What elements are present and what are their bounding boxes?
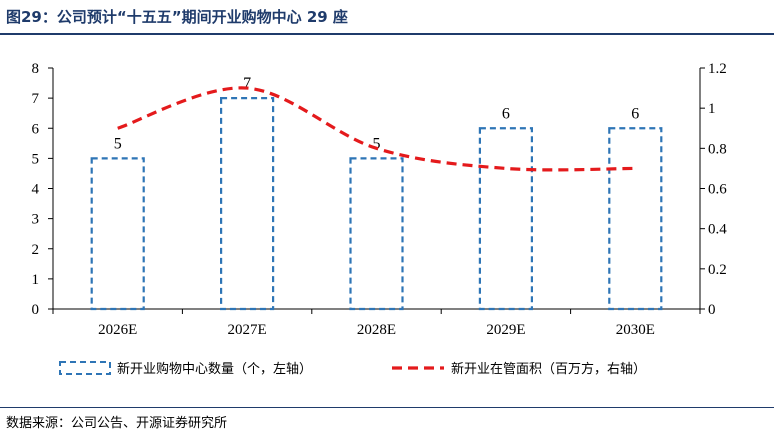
y-right-tick-label: 0.4: [708, 222, 727, 238]
bar-data-label: 5: [114, 135, 122, 152]
y-right-tick-label: 0.6: [708, 182, 727, 198]
figure-title: 图29：公司预计“十五五”期间开业购物中心 29 座: [6, 8, 348, 26]
y-right-tick-label: 1: [708, 101, 716, 117]
legend-line-label: 新开业在管面积（百万方，右轴）: [451, 361, 646, 377]
x-tick-label: 2028E: [357, 322, 396, 338]
chart-legend: 新开业购物中心数量（个，左轴） 新开业在管面积（百万方，右轴）: [59, 361, 646, 377]
chart-axes: 0 1 2 3 4 5 6 7 8 0 0.2 0.4 0.6 0.8 1 1.2 2026E 2027E 2028…: [32, 61, 728, 338]
title-divider: [0, 33, 774, 35]
y-left-tick-label: 1: [32, 272, 40, 288]
x-tick-label: 2030E: [616, 322, 655, 338]
bar-data-label: 6: [631, 105, 639, 122]
bar: [478, 127, 533, 311]
bar-data-label: 5: [373, 135, 381, 152]
y-right-tick-label: 0: [708, 302, 716, 318]
y-left-tick-label: 8: [32, 61, 40, 77]
bar: [349, 157, 404, 311]
x-tick-label: 2026E: [98, 322, 137, 338]
y-right-tick-label: 0.8: [708, 141, 727, 157]
bar: [90, 157, 145, 311]
y-left-tick-label: 7: [32, 91, 40, 107]
line-series: [117, 86, 636, 172]
combo-chart: 0 1 2 3 4 5 6 7 8 0 0.2 0.4 0.6 0.8 1 1.2 2026E 2027E 2028…: [32, 61, 728, 377]
y-left-tick-label: 5: [32, 151, 40, 167]
y-right-tick-label: 0.2: [708, 262, 727, 278]
y-left-tick-label: 6: [32, 121, 40, 137]
y-left-tick-label: 0: [32, 302, 40, 318]
bar: [220, 97, 275, 311]
x-tick-label: 2027E: [228, 322, 267, 338]
y-left-tick-label: 3: [32, 212, 40, 228]
source-divider: [0, 407, 774, 408]
source-note: 数据来源：公司公告、开源证券研究所: [6, 416, 228, 431]
x-tick-label: 2029E: [486, 322, 525, 338]
bar: [608, 127, 663, 311]
bar-series: 5 7 5 6 6: [90, 75, 663, 311]
bar-data-label: 6: [502, 105, 510, 122]
y-right-tick-label: 1.2: [708, 61, 727, 77]
legend-bar-label: 新开业购物中心数量（个，左轴）: [117, 361, 312, 377]
legend-bar-swatch: [59, 361, 111, 375]
y-left-tick-label: 2: [32, 242, 40, 258]
bar-data-label: 7: [243, 75, 251, 92]
y-left-tick-label: 4: [32, 182, 40, 198]
